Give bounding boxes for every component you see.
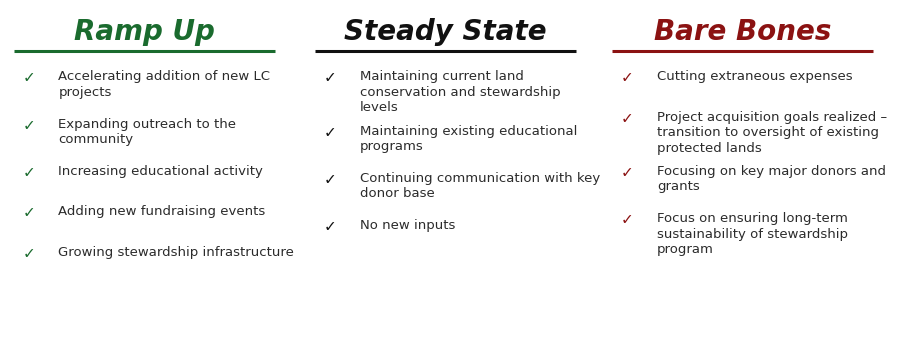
- Text: ✓: ✓: [22, 165, 35, 180]
- Text: Maintaining existing educational
programs: Maintaining existing educational program…: [360, 125, 578, 153]
- Text: Project acquisition goals realized –
transition to oversight of existing
protect: Project acquisition goals realized – tra…: [657, 111, 887, 154]
- Text: ✓: ✓: [22, 246, 35, 261]
- Text: Adding new fundraising events: Adding new fundraising events: [58, 205, 266, 218]
- Text: Growing stewardship infrastructure: Growing stewardship infrastructure: [58, 246, 294, 259]
- Text: ✓: ✓: [621, 70, 634, 85]
- Text: Bare Bones: Bare Bones: [653, 18, 832, 46]
- Text: Continuing communication with key
donor base: Continuing communication with key donor …: [360, 172, 600, 200]
- Text: Expanding outreach to the
community: Expanding outreach to the community: [58, 118, 237, 146]
- Text: ✓: ✓: [324, 172, 337, 187]
- Text: Ramp Up: Ramp Up: [74, 18, 214, 46]
- Text: ✓: ✓: [324, 70, 337, 85]
- Text: Maintaining current land
conservation and stewardship
levels: Maintaining current land conservation an…: [360, 70, 561, 114]
- Text: ✓: ✓: [22, 70, 35, 85]
- Text: Steady State: Steady State: [344, 18, 547, 46]
- Text: ✓: ✓: [324, 219, 337, 234]
- Text: ✓: ✓: [621, 111, 634, 126]
- Text: Cutting extraneous expenses: Cutting extraneous expenses: [657, 70, 852, 83]
- Text: No new inputs: No new inputs: [360, 219, 455, 232]
- Text: ✓: ✓: [22, 205, 35, 220]
- Text: Increasing educational activity: Increasing educational activity: [58, 165, 264, 178]
- Text: ✓: ✓: [621, 165, 634, 180]
- Text: Focus on ensuring long-term
sustainability of stewardship
program: Focus on ensuring long-term sustainabili…: [657, 212, 848, 256]
- Text: ✓: ✓: [22, 118, 35, 133]
- Text: Accelerating addition of new LC
projects: Accelerating addition of new LC projects: [58, 70, 271, 99]
- Text: Focusing on key major donors and
grants: Focusing on key major donors and grants: [657, 165, 886, 193]
- Text: ✓: ✓: [324, 125, 337, 140]
- Text: ✓: ✓: [621, 212, 634, 227]
